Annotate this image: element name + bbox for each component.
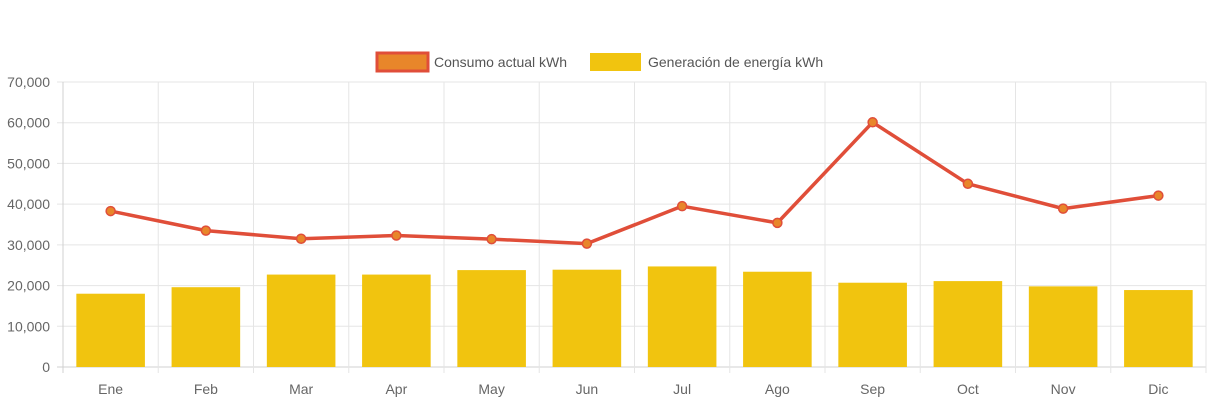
- y-tick-label: 10,000: [7, 318, 50, 334]
- point-consumo-jun[interactable]: [581, 238, 593, 249]
- line-series: [105, 117, 1164, 249]
- y-tick-label: 50,000: [7, 155, 50, 171]
- legend-swatch-generacion[interactable]: [590, 53, 641, 71]
- x-tick-label: Mar: [289, 381, 313, 397]
- point-consumo-dic[interactable]: [1153, 190, 1164, 201]
- bar-generacion-apr[interactable]: [362, 274, 431, 367]
- bar-generacion-mar[interactable]: [266, 274, 336, 367]
- x-tick-label: Sep: [860, 381, 885, 397]
- x-tick-label: Jun: [576, 381, 599, 397]
- bar-generacion-oct[interactable]: [933, 281, 1003, 367]
- grid-lines: [57, 81, 1207, 373]
- bar-generacion-jun[interactable]: [552, 269, 622, 367]
- x-tick-label: Ago: [765, 381, 790, 397]
- x-tick-label: Nov: [1051, 381, 1076, 397]
- line-consumo: [110, 120, 1159, 246]
- bar-generacion-sep[interactable]: [838, 282, 907, 367]
- point-consumo-feb[interactable]: [200, 225, 212, 236]
- x-tick-label: Ene: [98, 381, 123, 397]
- bar-generacion-feb[interactable]: [171, 287, 241, 367]
- x-tick-label: Apr: [385, 381, 407, 397]
- x-tick-label: Oct: [957, 381, 979, 397]
- legend-label-generacion[interactable]: Generación de energía kWh: [648, 54, 823, 70]
- y-tick-label: 20,000: [7, 278, 50, 294]
- x-axis: Ene Feb Mar Apr May Jun Jul Ago Sep Oct Nov Dic: [98, 381, 1168, 397]
- x-tick-label: Jul: [673, 381, 691, 397]
- legend-swatch-consumo[interactable]: [375, 51, 430, 73]
- point-consumo-mar[interactable]: [295, 233, 307, 244]
- y-axis: 0 10,000 20,000 30,000 40,000 50,000 60,000 70,…: [7, 74, 50, 375]
- bar-generacion-may[interactable]: [457, 270, 526, 367]
- x-tick-label: Feb: [194, 381, 218, 397]
- legend: Consumo actual kWh Generación de energía…: [375, 51, 823, 73]
- bar-generacion-ene[interactable]: [76, 293, 145, 367]
- point-consumo-ene[interactable]: [105, 205, 116, 217]
- y-tick-label: 40,000: [7, 196, 50, 212]
- y-tick-label: 60,000: [7, 115, 50, 131]
- legend-label-consumo[interactable]: Consumo actual kWh: [434, 54, 567, 70]
- point-consumo-jul[interactable]: [676, 200, 688, 212]
- y-tick-label: 70,000: [7, 74, 50, 90]
- x-tick-label: May: [478, 381, 504, 397]
- point-consumo-ago[interactable]: [772, 217, 783, 229]
- bar-generacion-ago[interactable]: [743, 271, 812, 367]
- bar-generacion-jul[interactable]: [647, 266, 717, 367]
- point-consumo-may[interactable]: [486, 233, 497, 245]
- bar-generacion-dic[interactable]: [1124, 290, 1193, 367]
- y-tick-label: 30,000: [7, 237, 50, 253]
- y-tick-label: 0: [42, 359, 50, 375]
- point-consumo-sep[interactable]: [867, 117, 878, 128]
- x-tick-label: Dic: [1148, 381, 1168, 397]
- bar-series: [76, 266, 1193, 367]
- bar-generacion-nov[interactable]: [1028, 286, 1098, 367]
- point-consumo-oct[interactable]: [962, 178, 974, 190]
- point-consumo-apr[interactable]: [391, 230, 402, 241]
- point-consumo-nov[interactable]: [1057, 203, 1069, 214]
